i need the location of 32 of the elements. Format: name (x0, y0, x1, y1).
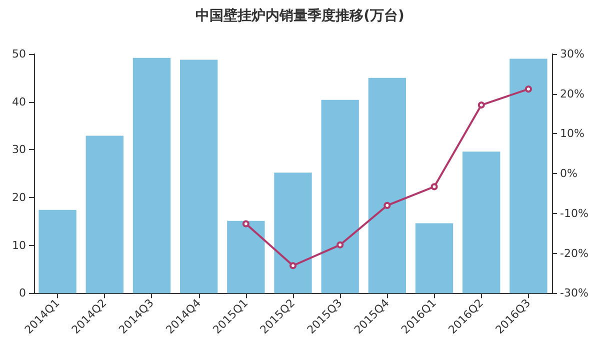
y2-tick-label: 0% (560, 167, 578, 180)
point (478, 102, 485, 109)
point (336, 241, 344, 248)
bar (274, 172, 312, 294)
bar (132, 58, 171, 294)
point (524, 86, 532, 93)
y-tick-label: 50 (12, 48, 26, 60)
bar (462, 152, 500, 294)
y2-tick-label: 10% (560, 127, 584, 140)
y-tick-label: 0 (19, 286, 26, 300)
bar (368, 78, 406, 294)
bar (415, 223, 454, 294)
bar (227, 220, 265, 294)
y2-tick-label: -30% (560, 286, 588, 300)
chart-title: 中国壁挂炉内销量季度推移(万台) (196, 7, 404, 24)
y-tick-label: 40 (12, 95, 26, 108)
y2-tick-label: -10% (560, 206, 588, 220)
bar (321, 100, 359, 294)
bar (180, 60, 218, 294)
y-tick-label: 30 (12, 143, 26, 156)
point (290, 262, 296, 270)
y2-tick-label: 30% (560, 48, 584, 60)
point (430, 183, 438, 190)
bar (38, 210, 76, 294)
point (242, 220, 250, 228)
y-tick-label: 10 (12, 238, 26, 252)
y-tick-label: 20 (12, 190, 26, 204)
point (384, 202, 391, 209)
bar (86, 136, 124, 294)
y2-tick-label: 20% (560, 87, 584, 100)
bar (510, 58, 548, 294)
y2-tick-label: -20% (560, 246, 588, 260)
